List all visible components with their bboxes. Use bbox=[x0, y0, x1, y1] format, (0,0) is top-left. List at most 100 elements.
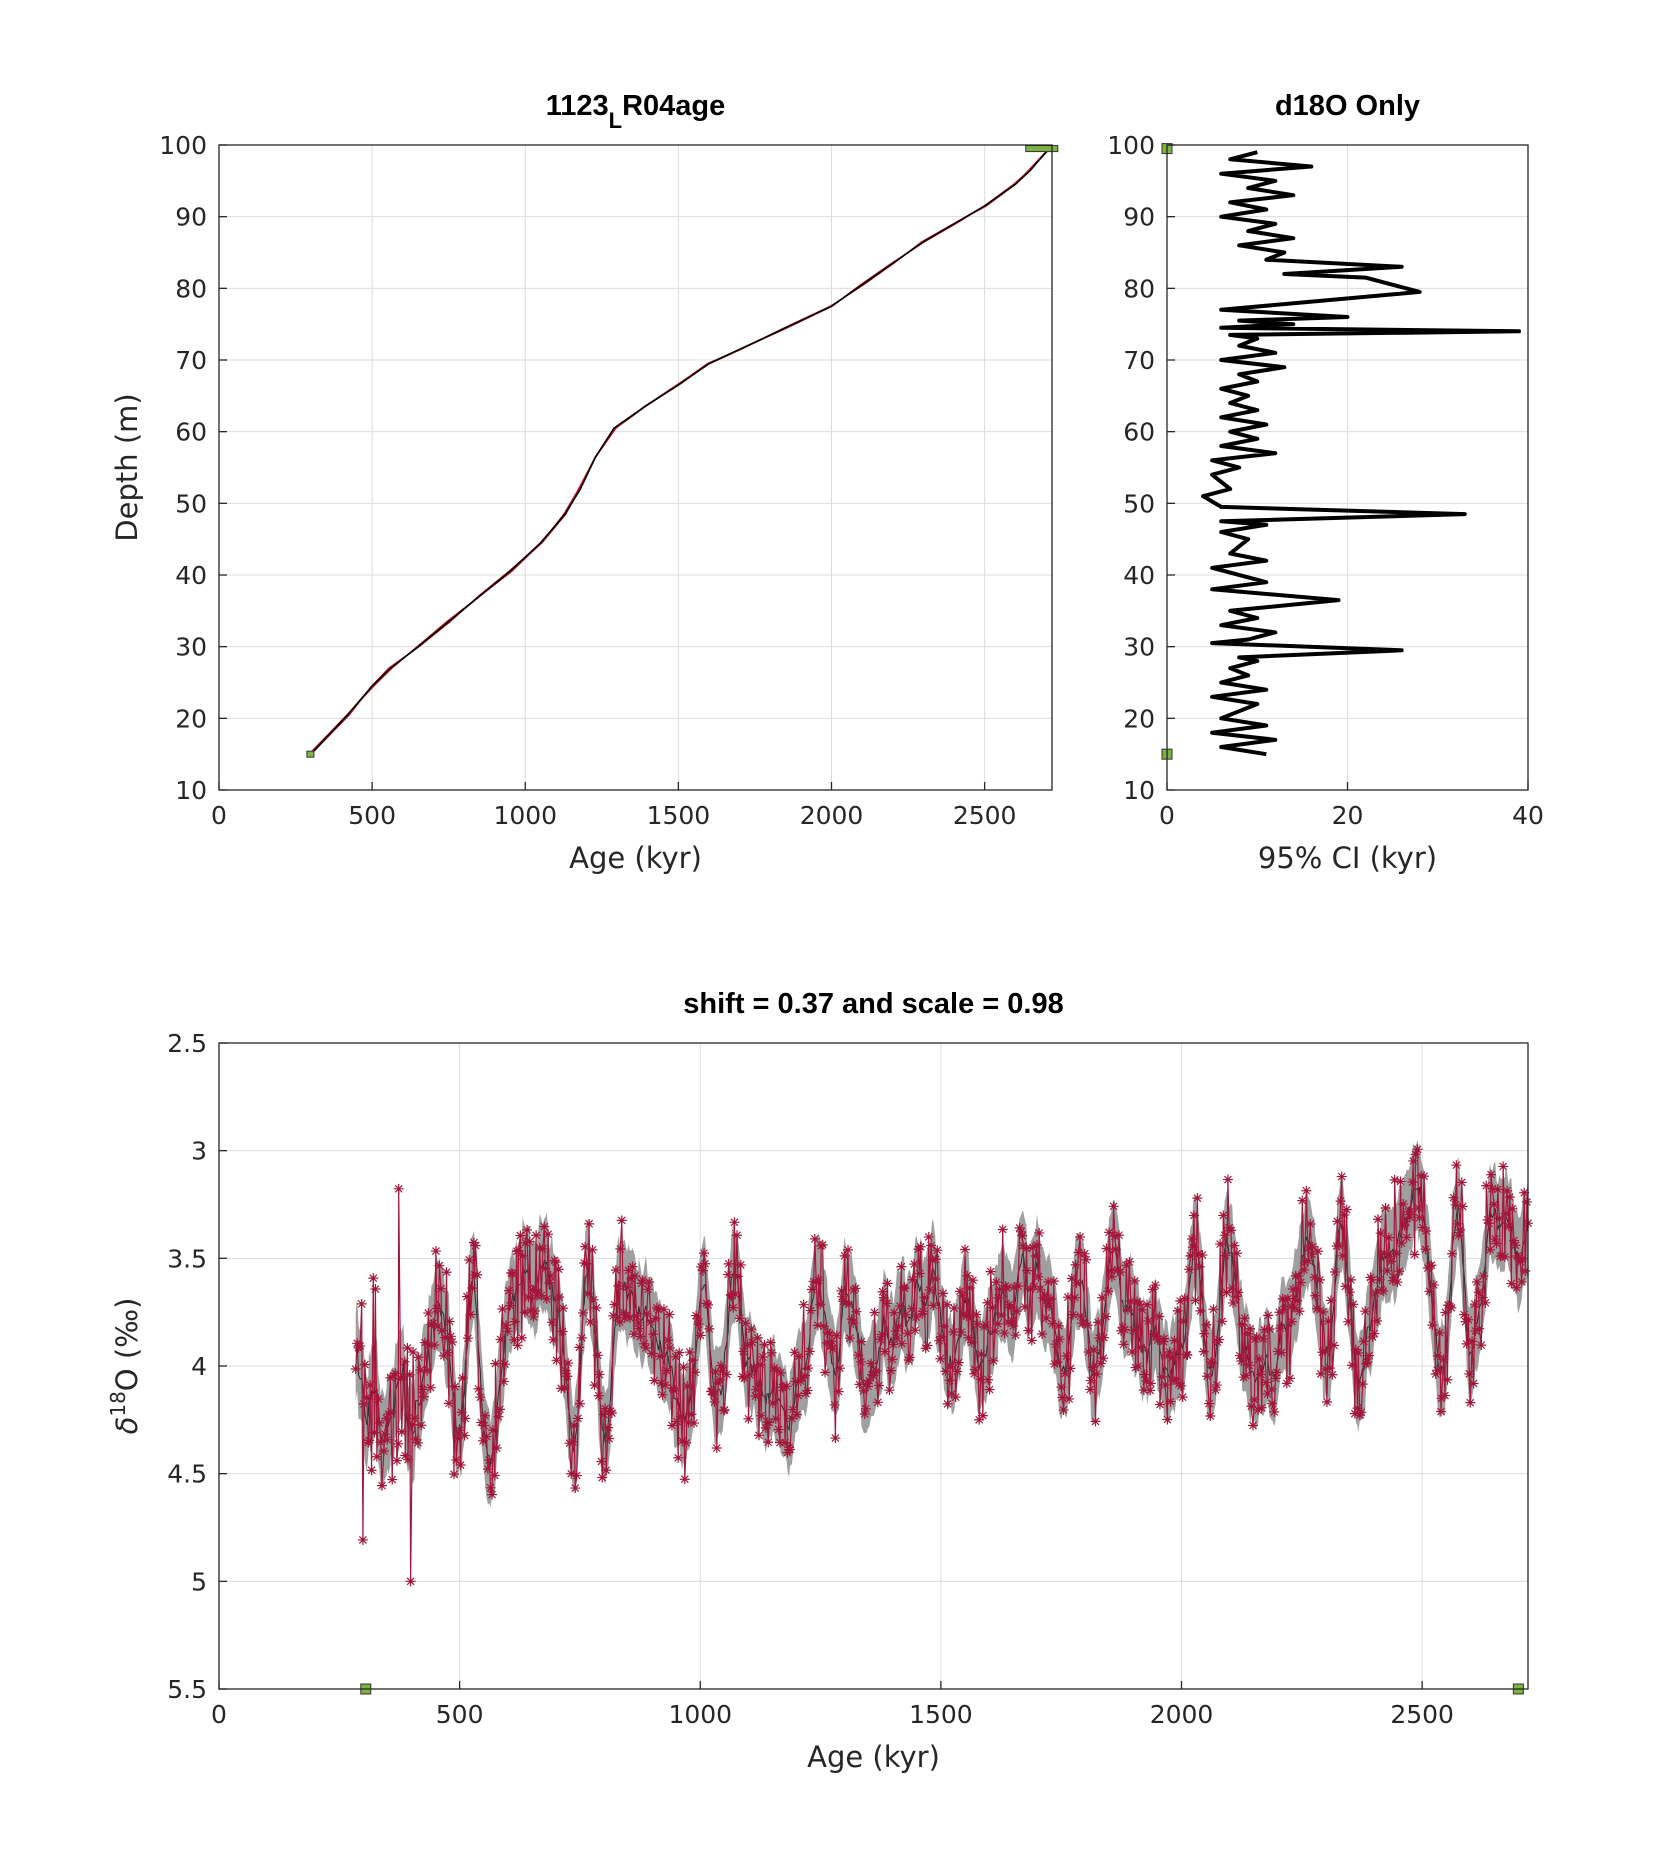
data-point bbox=[567, 1436, 578, 1447]
data-point bbox=[854, 1379, 865, 1390]
data-point bbox=[531, 1230, 542, 1241]
data-point bbox=[684, 1347, 695, 1358]
data-point bbox=[992, 1318, 1003, 1329]
data-point bbox=[1219, 1230, 1230, 1241]
data-point bbox=[1188, 1210, 1199, 1221]
data-point bbox=[1129, 1275, 1140, 1286]
data-point bbox=[708, 1389, 719, 1400]
data-point bbox=[1249, 1394, 1260, 1405]
data-point bbox=[1307, 1241, 1318, 1252]
data-point bbox=[793, 1390, 804, 1401]
data-point bbox=[510, 1316, 521, 1327]
data-point bbox=[1069, 1292, 1080, 1303]
data-point bbox=[952, 1366, 963, 1377]
data-point bbox=[516, 1332, 527, 1343]
data-point bbox=[896, 1261, 907, 1272]
data-point bbox=[899, 1283, 910, 1294]
data-point bbox=[1023, 1325, 1034, 1336]
data-point bbox=[1365, 1272, 1376, 1283]
data-point bbox=[1048, 1276, 1059, 1287]
data-point bbox=[402, 1342, 413, 1353]
data-point bbox=[1019, 1301, 1030, 1312]
data-point bbox=[944, 1375, 955, 1386]
data-point bbox=[1171, 1374, 1182, 1385]
data-point bbox=[1001, 1283, 1012, 1294]
data-point bbox=[385, 1406, 396, 1417]
data-point bbox=[738, 1346, 749, 1357]
data-point bbox=[856, 1336, 867, 1347]
data-point bbox=[580, 1241, 591, 1252]
data-point bbox=[757, 1351, 768, 1362]
y-tick-label: 4 bbox=[191, 1352, 207, 1381]
y-tick-label: 60 bbox=[175, 418, 207, 447]
data-point bbox=[1421, 1226, 1432, 1236]
data-point bbox=[885, 1365, 896, 1376]
data-point bbox=[1043, 1276, 1054, 1287]
data-point bbox=[817, 1239, 828, 1250]
data-point bbox=[904, 1352, 915, 1363]
data-point bbox=[1186, 1234, 1197, 1245]
data-point bbox=[1263, 1310, 1274, 1321]
data-point bbox=[649, 1375, 660, 1386]
data-point bbox=[520, 1237, 531, 1248]
data-point bbox=[917, 1308, 928, 1319]
data-point bbox=[790, 1376, 801, 1387]
data-point bbox=[834, 1363, 845, 1374]
data-point bbox=[1407, 1177, 1418, 1188]
data-point bbox=[928, 1300, 939, 1311]
median-stack-line bbox=[355, 1186, 1529, 1465]
data-point bbox=[949, 1303, 960, 1314]
data-point bbox=[1469, 1299, 1480, 1310]
data-point bbox=[449, 1381, 460, 1392]
data-point bbox=[1396, 1238, 1407, 1249]
data-point bbox=[1409, 1249, 1420, 1260]
data-point bbox=[1488, 1199, 1499, 1210]
data-point bbox=[1176, 1380, 1187, 1391]
data-point bbox=[945, 1361, 956, 1372]
data-point bbox=[425, 1382, 436, 1393]
data-point bbox=[991, 1277, 1002, 1288]
data-point bbox=[1211, 1380, 1222, 1391]
data-point bbox=[369, 1427, 380, 1438]
data-point bbox=[1095, 1358, 1106, 1369]
data-point bbox=[765, 1337, 776, 1348]
data-point bbox=[365, 1380, 376, 1391]
data-point bbox=[1168, 1375, 1178, 1386]
data-point bbox=[1382, 1265, 1393, 1276]
data-point bbox=[1148, 1329, 1159, 1340]
data-point bbox=[1446, 1302, 1457, 1313]
data-point bbox=[582, 1288, 593, 1299]
data-point bbox=[405, 1576, 416, 1587]
data-point bbox=[1510, 1240, 1521, 1251]
x-tick-label: 20 bbox=[1332, 801, 1364, 830]
data-point bbox=[759, 1339, 770, 1350]
data-point bbox=[1410, 1149, 1421, 1160]
data-point bbox=[774, 1437, 785, 1448]
d18o-y-label: δ18O (‰) bbox=[106, 1298, 144, 1435]
data-point bbox=[454, 1425, 465, 1436]
data-point bbox=[825, 1340, 836, 1351]
data-point bbox=[1204, 1398, 1215, 1409]
data-point bbox=[412, 1437, 423, 1448]
data-point bbox=[550, 1257, 561, 1268]
data-point bbox=[1414, 1212, 1425, 1223]
data-point bbox=[1050, 1339, 1061, 1350]
data-point bbox=[1348, 1299, 1359, 1310]
data-point bbox=[1070, 1259, 1081, 1270]
data-point bbox=[1128, 1325, 1139, 1336]
data-point bbox=[1013, 1281, 1024, 1292]
data-point bbox=[1068, 1309, 1079, 1320]
data-point bbox=[1452, 1218, 1463, 1229]
data-point bbox=[578, 1307, 589, 1318]
data-point bbox=[1125, 1296, 1136, 1307]
data-point bbox=[666, 1420, 677, 1431]
data-point bbox=[428, 1318, 439, 1329]
data-point bbox=[917, 1306, 928, 1317]
data-point bbox=[1478, 1271, 1489, 1282]
data-point bbox=[627, 1261, 638, 1272]
data-point bbox=[1097, 1292, 1108, 1303]
data-point bbox=[387, 1474, 398, 1485]
data-point bbox=[1389, 1174, 1400, 1185]
data-point bbox=[1134, 1299, 1145, 1310]
data-point bbox=[855, 1356, 866, 1367]
